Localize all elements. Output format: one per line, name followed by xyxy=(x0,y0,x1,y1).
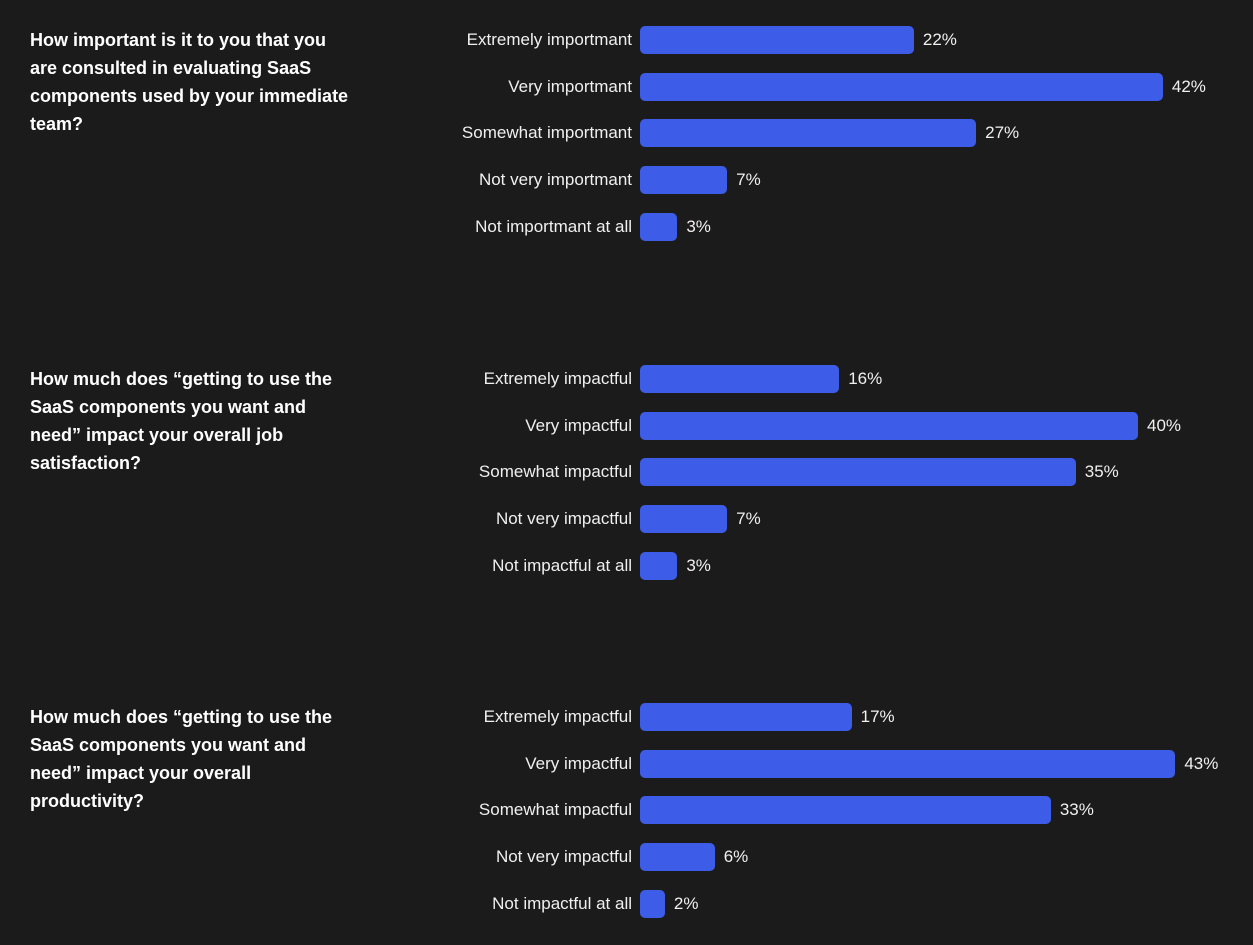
bar xyxy=(640,26,914,54)
category-label: Somewhat importmant xyxy=(461,123,632,143)
value-label: 42% xyxy=(1171,76,1206,96)
bar xyxy=(640,551,678,580)
bar xyxy=(640,843,715,872)
value-label: 16% xyxy=(848,369,883,388)
category-label: Not impactful at all xyxy=(492,555,632,575)
bar xyxy=(640,749,1176,778)
bar xyxy=(640,166,728,195)
category-label: Extremely importmant xyxy=(466,30,632,49)
value-label: 35% xyxy=(1084,462,1119,482)
bar xyxy=(640,796,1051,825)
bar xyxy=(640,411,1138,440)
bar xyxy=(640,505,728,534)
category-label: Not importmant at all xyxy=(475,216,632,236)
value-label: 7% xyxy=(736,170,761,190)
value-label: 3% xyxy=(686,555,711,575)
category-label: Very impactful xyxy=(525,753,632,773)
bar xyxy=(640,703,852,731)
bar xyxy=(640,212,678,241)
bar xyxy=(640,119,977,148)
bar xyxy=(640,72,1163,101)
category-label: Not very impactful xyxy=(495,509,632,529)
bar xyxy=(640,889,665,918)
category-label: Not very importmant xyxy=(478,170,632,190)
bar xyxy=(640,365,840,393)
value-label: 6% xyxy=(723,847,749,867)
category-label: Somewhat impactful xyxy=(478,462,632,482)
question-title: How much does “getting to use the SaaS c… xyxy=(30,369,333,473)
category-label: Extremely impactful xyxy=(483,707,632,726)
category-label: Not very impactful xyxy=(495,847,632,867)
value-label: 17% xyxy=(860,707,895,726)
category-label: Not impactful at all xyxy=(492,893,632,913)
category-label: Somewhat impactful xyxy=(478,800,632,820)
value-label: 43% xyxy=(1184,753,1219,773)
value-label: 22% xyxy=(922,30,957,49)
value-label: 3% xyxy=(686,216,711,236)
value-label: 40% xyxy=(1147,415,1182,435)
question-title: How important is it to you that you are … xyxy=(30,30,349,134)
value-label: 27% xyxy=(985,123,1020,143)
category-label: Extremely impactful xyxy=(483,369,632,388)
value-label: 33% xyxy=(1059,800,1094,820)
category-label: Very impactful xyxy=(525,415,632,435)
value-label: 2% xyxy=(673,893,699,913)
question-title: How much does “getting to use the SaaS c… xyxy=(30,707,333,811)
bar xyxy=(640,458,1076,487)
value-label: 7% xyxy=(736,509,761,529)
category-label: Very importmant xyxy=(508,76,632,96)
